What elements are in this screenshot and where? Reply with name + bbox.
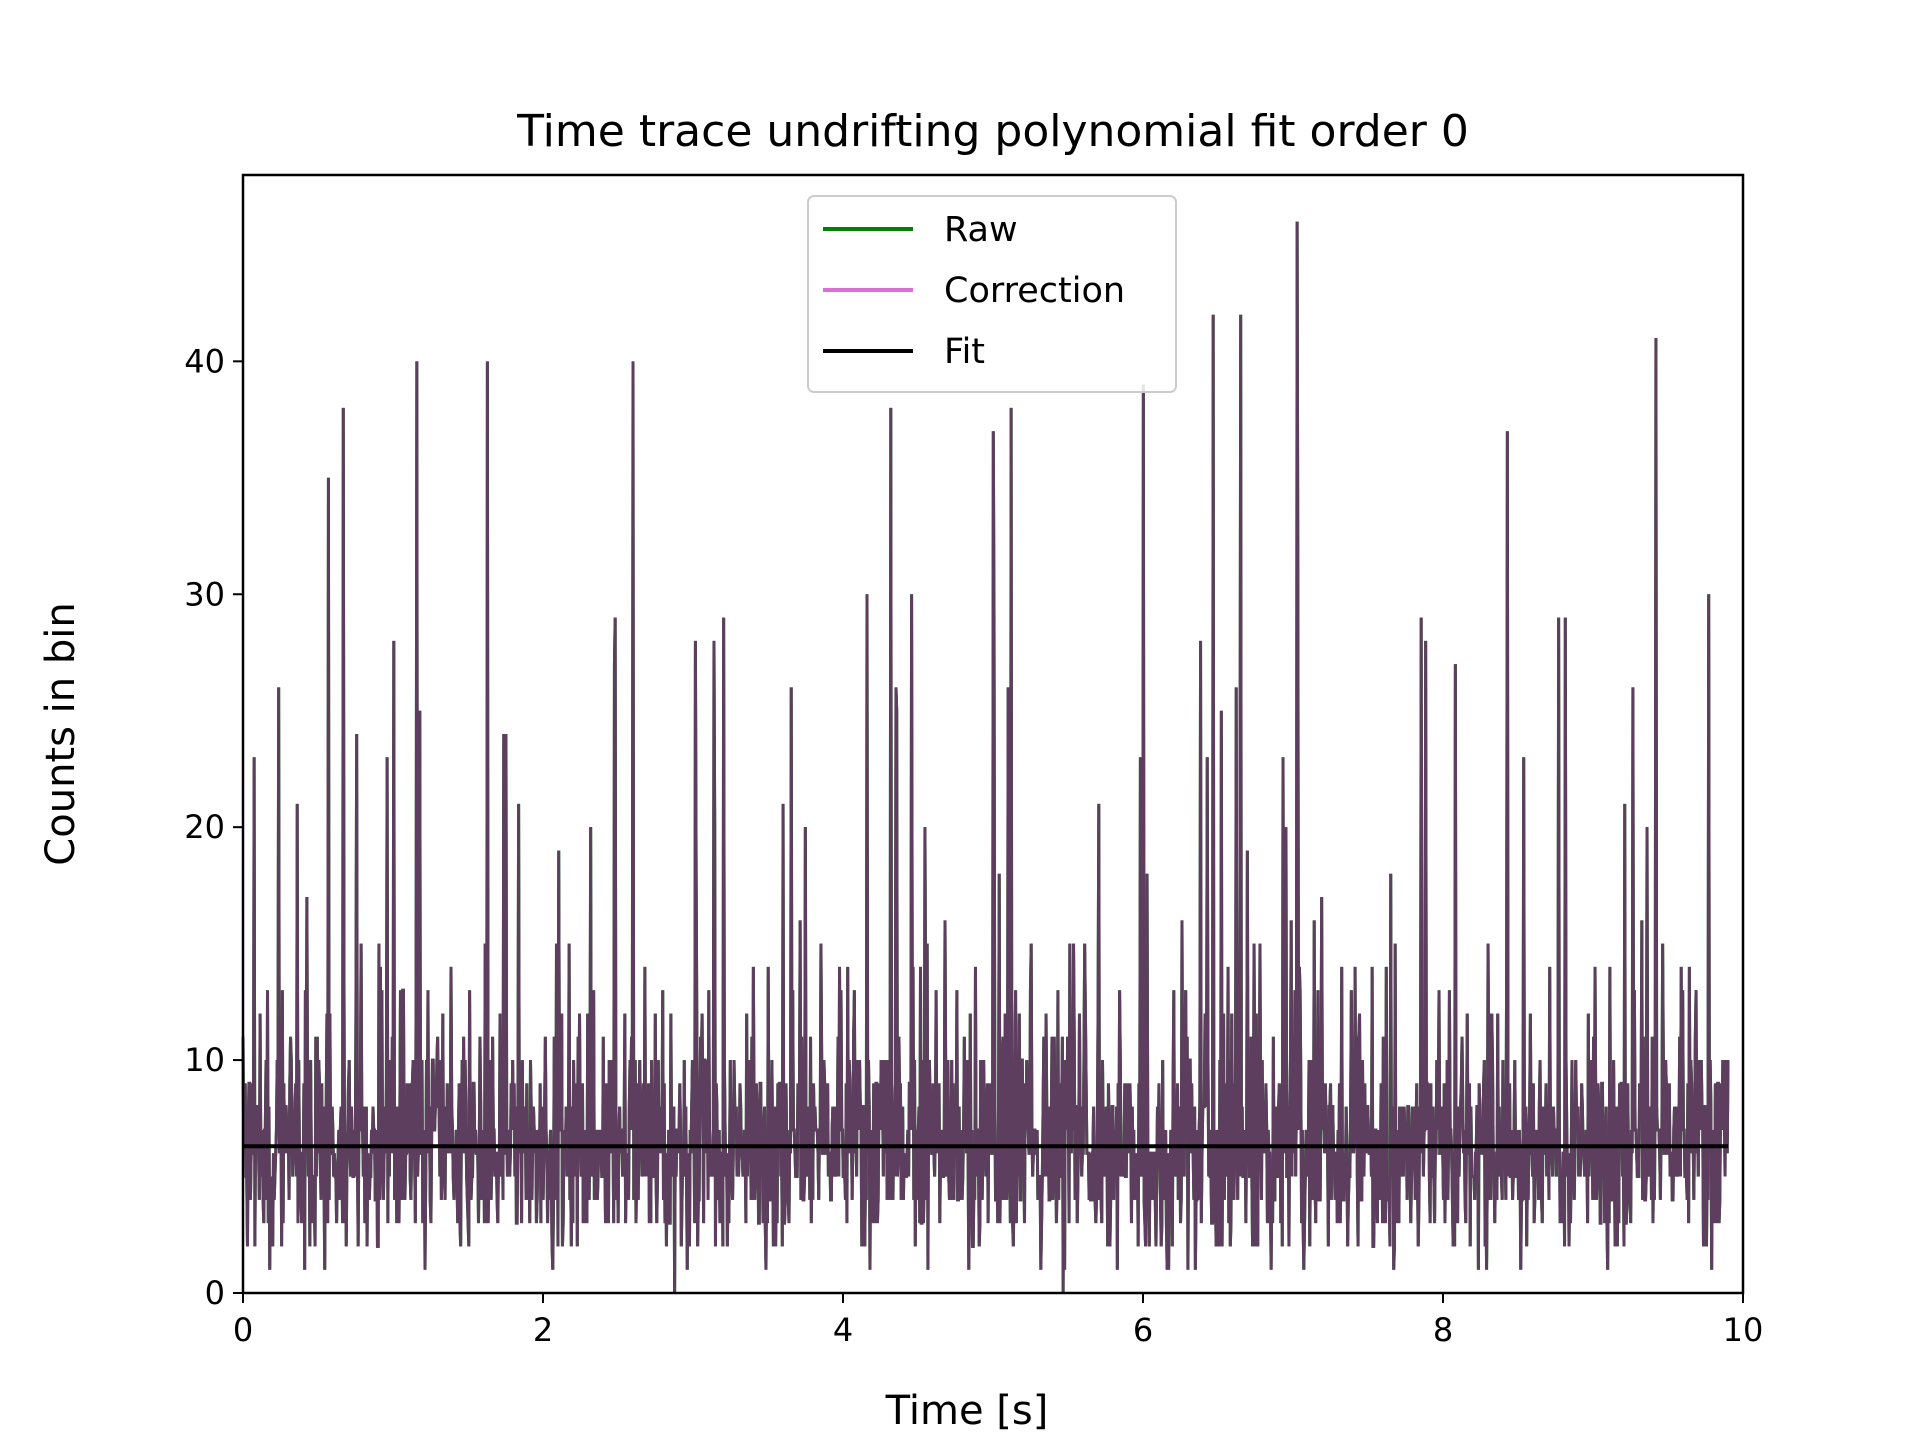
y-axis-label: Counts in bin [38,602,84,865]
y-tick-label: 10 [184,1041,225,1079]
y-tick-label: 20 [184,808,225,846]
x-tick-label: 2 [533,1311,553,1349]
x-tick-label: 10 [1723,1311,1764,1349]
x-axis: 0 2 4 6 8 10 [233,1293,1764,1349]
plot-frame [241,173,1745,1295]
legend-fit-label: Fit [944,332,985,372]
legend-box [807,195,1177,393]
x-tick-label: 8 [1433,1311,1453,1349]
x-axis-label: Time [s] [885,1388,1049,1434]
x-tick-label: 4 [833,1311,853,1349]
y-tick-label: 0 [205,1274,225,1312]
legend: Raw Correction Fit [807,195,1177,393]
y-tick-label: 40 [184,342,225,380]
chart-title: Time trace undrifting polynomial fit ord… [516,106,1469,157]
x-tick-label: 6 [1133,1311,1153,1349]
y-tick-label: 30 [184,575,225,613]
plot-area [241,221,1730,1294]
y-axis: 0 10 20 30 40 [184,342,243,1312]
legend-raw-label: Raw [944,210,1018,250]
legend-correction-label: Correction [944,271,1125,311]
x-tick-label: 0 [233,1311,253,1349]
